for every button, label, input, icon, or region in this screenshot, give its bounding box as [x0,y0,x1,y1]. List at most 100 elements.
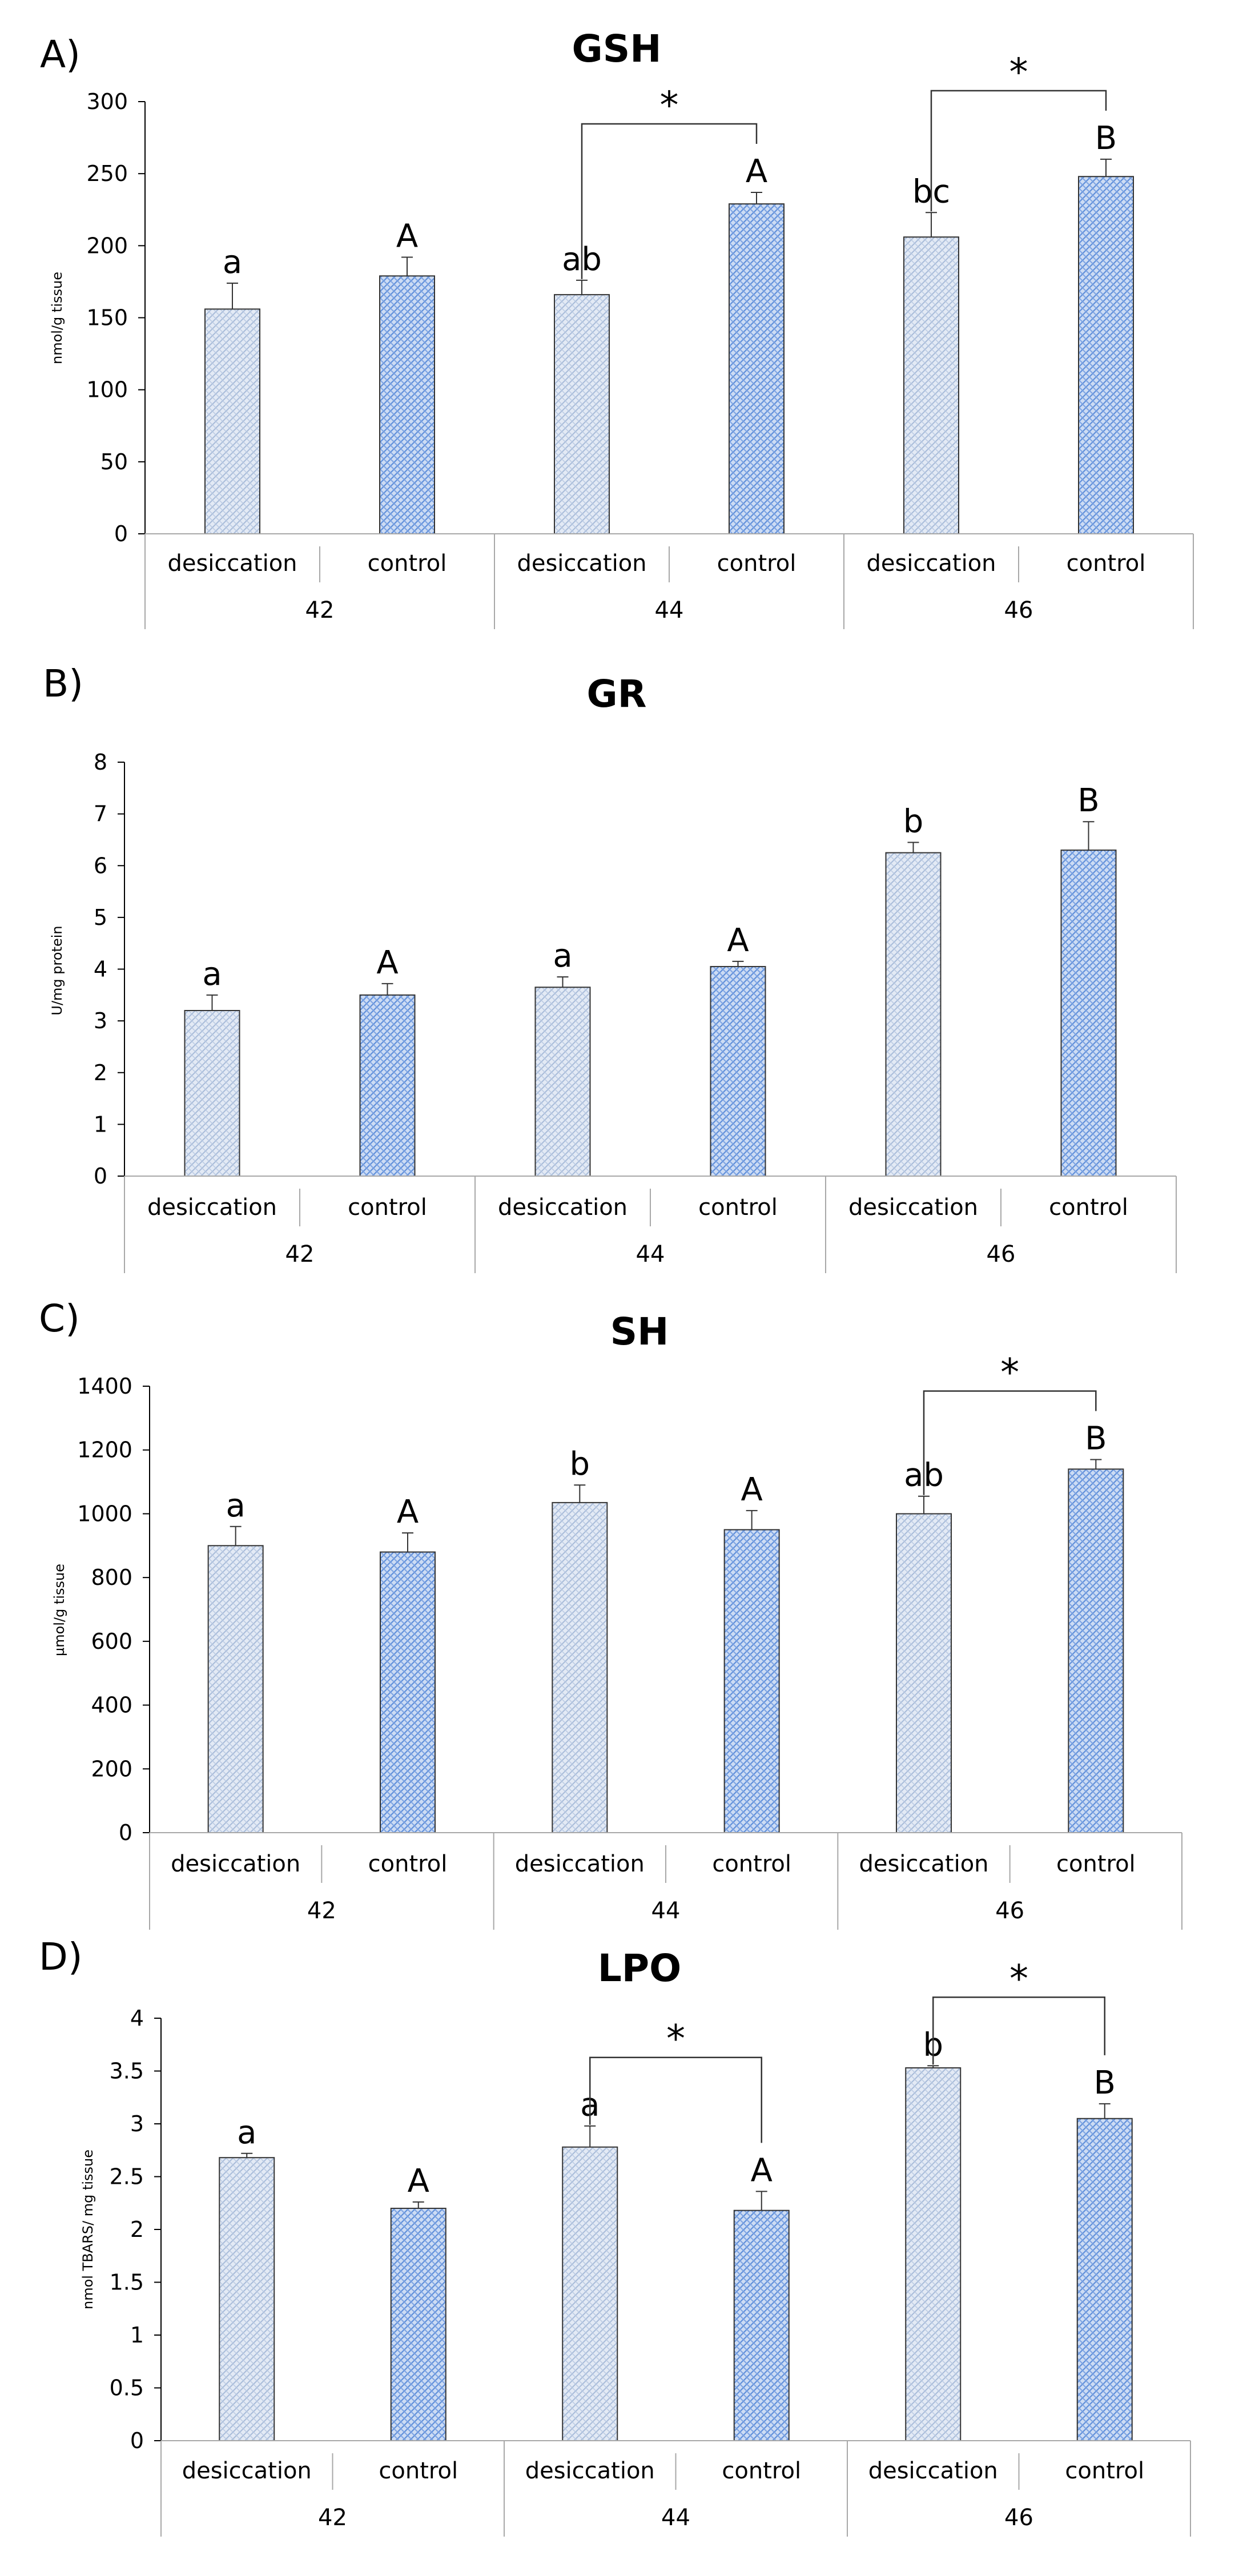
y-tick-label: 0.5 [110,2376,144,2401]
bar-control-46 [1068,1468,1124,1833]
y-tick-label: 3 [130,2111,144,2136]
significance-letter: b [570,1446,590,1483]
y-tick-label: 2 [94,1060,107,1085]
x-category-label: desiccation [517,550,646,577]
x-category-label: desiccation [866,550,996,577]
significance-star: * [1009,50,1028,94]
significance-letter: A [746,153,767,190]
chart-title: GSH [572,27,662,71]
bar-control-42 [379,275,435,534]
panel-letter: B) [43,662,83,706]
y-tick-label: 8 [94,750,107,775]
chart-panel-lpo: D) LPO 0 0.5 1 1.5 2 2.5 3 3.5 4 nmol TBARS/ mg tis… [39,1935,1191,2537]
significance-star: * [660,83,679,127]
x-category-label: control [698,1194,778,1221]
y-tick-label: 1400 [77,1374,132,1399]
y-axis-title: U/mg protein [49,925,65,1015]
significance-star: * [1000,1350,1019,1394]
significance-letter: B [1085,1420,1107,1457]
y-tick-label: 7 [94,802,107,827]
significance-letter: a [202,956,222,993]
y-axis-title: nmol TBARS/ mg tissue [80,2150,96,2309]
y-tick-label: 0 [119,1820,132,1845]
x-category-label: control [379,2458,458,2484]
x-category-label: desiccation [515,1851,645,1877]
y-tick-label: 250 [86,161,128,186]
y-tick-label: 3.5 [110,2059,144,2084]
y-axis-title: µmol/g tissue [51,1564,67,1656]
bar-control-44 [723,1529,780,1834]
x-category-label: control [1056,1851,1136,1877]
y-axis-title: nmol/g tissue [49,272,65,364]
x-category-label: desiccation [182,2458,312,2484]
x-group-label: 42 [318,2505,347,2531]
x-group-label: 42 [305,597,335,623]
x-category-label: desiccation [868,2458,998,2484]
significance-letter: A [741,1471,763,1508]
y-tick-label: 600 [91,1629,132,1654]
significance-letter: b [903,803,924,840]
y-tick-label: 0 [94,1164,107,1189]
bar-desiccation-46 [905,2067,962,2441]
y-tick-label: 0 [114,521,128,546]
y-tick-label: 1 [130,2323,144,2348]
bar-desiccation-44 [562,2146,618,2441]
x-group-label: 42 [307,1898,336,1924]
y-tick-label: 3 [94,1008,107,1033]
panel-letter: C) [39,1297,80,1341]
y-tick-label: 1000 [77,1501,132,1526]
x-group-label: 46 [1004,597,1033,623]
x-group-label: 42 [285,1241,315,1267]
significance-bracket [930,90,1107,212]
x-category-label: control [712,1851,791,1877]
bar-desiccation-46 [896,1513,952,1833]
significance-letter: A [751,2152,773,2189]
y-tick-label: 4 [130,2006,144,2031]
bar-desiccation-42 [219,2157,275,2441]
significance-bracket [932,1997,1105,2065]
bar-desiccation-42 [204,308,260,534]
x-category-label: desiccation [859,1851,988,1877]
x-category-label: desiccation [147,1194,277,1221]
significance-star: * [666,2017,685,2061]
significance-bracket [589,2056,762,2143]
x-category-label: control [368,1851,448,1877]
y-tick-label: 800 [91,1565,132,1590]
bar-desiccation-46 [885,852,942,1177]
significance-letter: B [1095,120,1117,157]
significance-bracket [923,1390,1097,1495]
y-tick-label: 400 [91,1693,132,1718]
significance-letter: A [397,1494,419,1531]
y-tick-label: 100 [86,377,128,402]
x-category-label: control [1049,1194,1128,1221]
significance-letter: a [226,1487,246,1524]
y-tick-label: 200 [86,233,128,258]
chart-panel-sh: C) SH 0 200 400 600 800 1000 1200 1400 µmol/g tiss… [39,1297,1182,1930]
bar-control-42 [359,994,416,1177]
x-group-label: 44 [651,1898,681,1924]
bar-desiccation-46 [903,236,959,534]
x-category-label: desiccation [848,1194,978,1221]
bar-control-42 [390,2208,446,2441]
y-tick-label: 1.5 [110,2270,144,2295]
y-tick-label: 4 [94,957,107,982]
x-category-label: control [1065,2458,1144,2484]
x-category-label: desiccation [498,1194,627,1221]
y-tick-label: 2.5 [110,2164,144,2189]
significance-letter: B [1094,2064,1116,2102]
significance-letter: A [376,944,398,981]
significance-star: * [1009,1957,1028,2001]
x-category-label: control [348,1194,427,1221]
y-tick-label: 6 [94,853,107,878]
x-category-label: control [722,2458,801,2484]
chart-title: LPO [598,1946,682,1990]
x-group-label: 44 [661,2505,690,2531]
significance-letter: A [396,218,418,255]
y-tick-label: 5 [94,905,107,930]
x-group-label: 46 [1004,2505,1033,2531]
bar-desiccation-42 [207,1545,264,1833]
bar-control-42 [380,1551,436,1833]
x-category-label: control [1067,550,1146,577]
bar-control-46 [1078,176,1134,535]
